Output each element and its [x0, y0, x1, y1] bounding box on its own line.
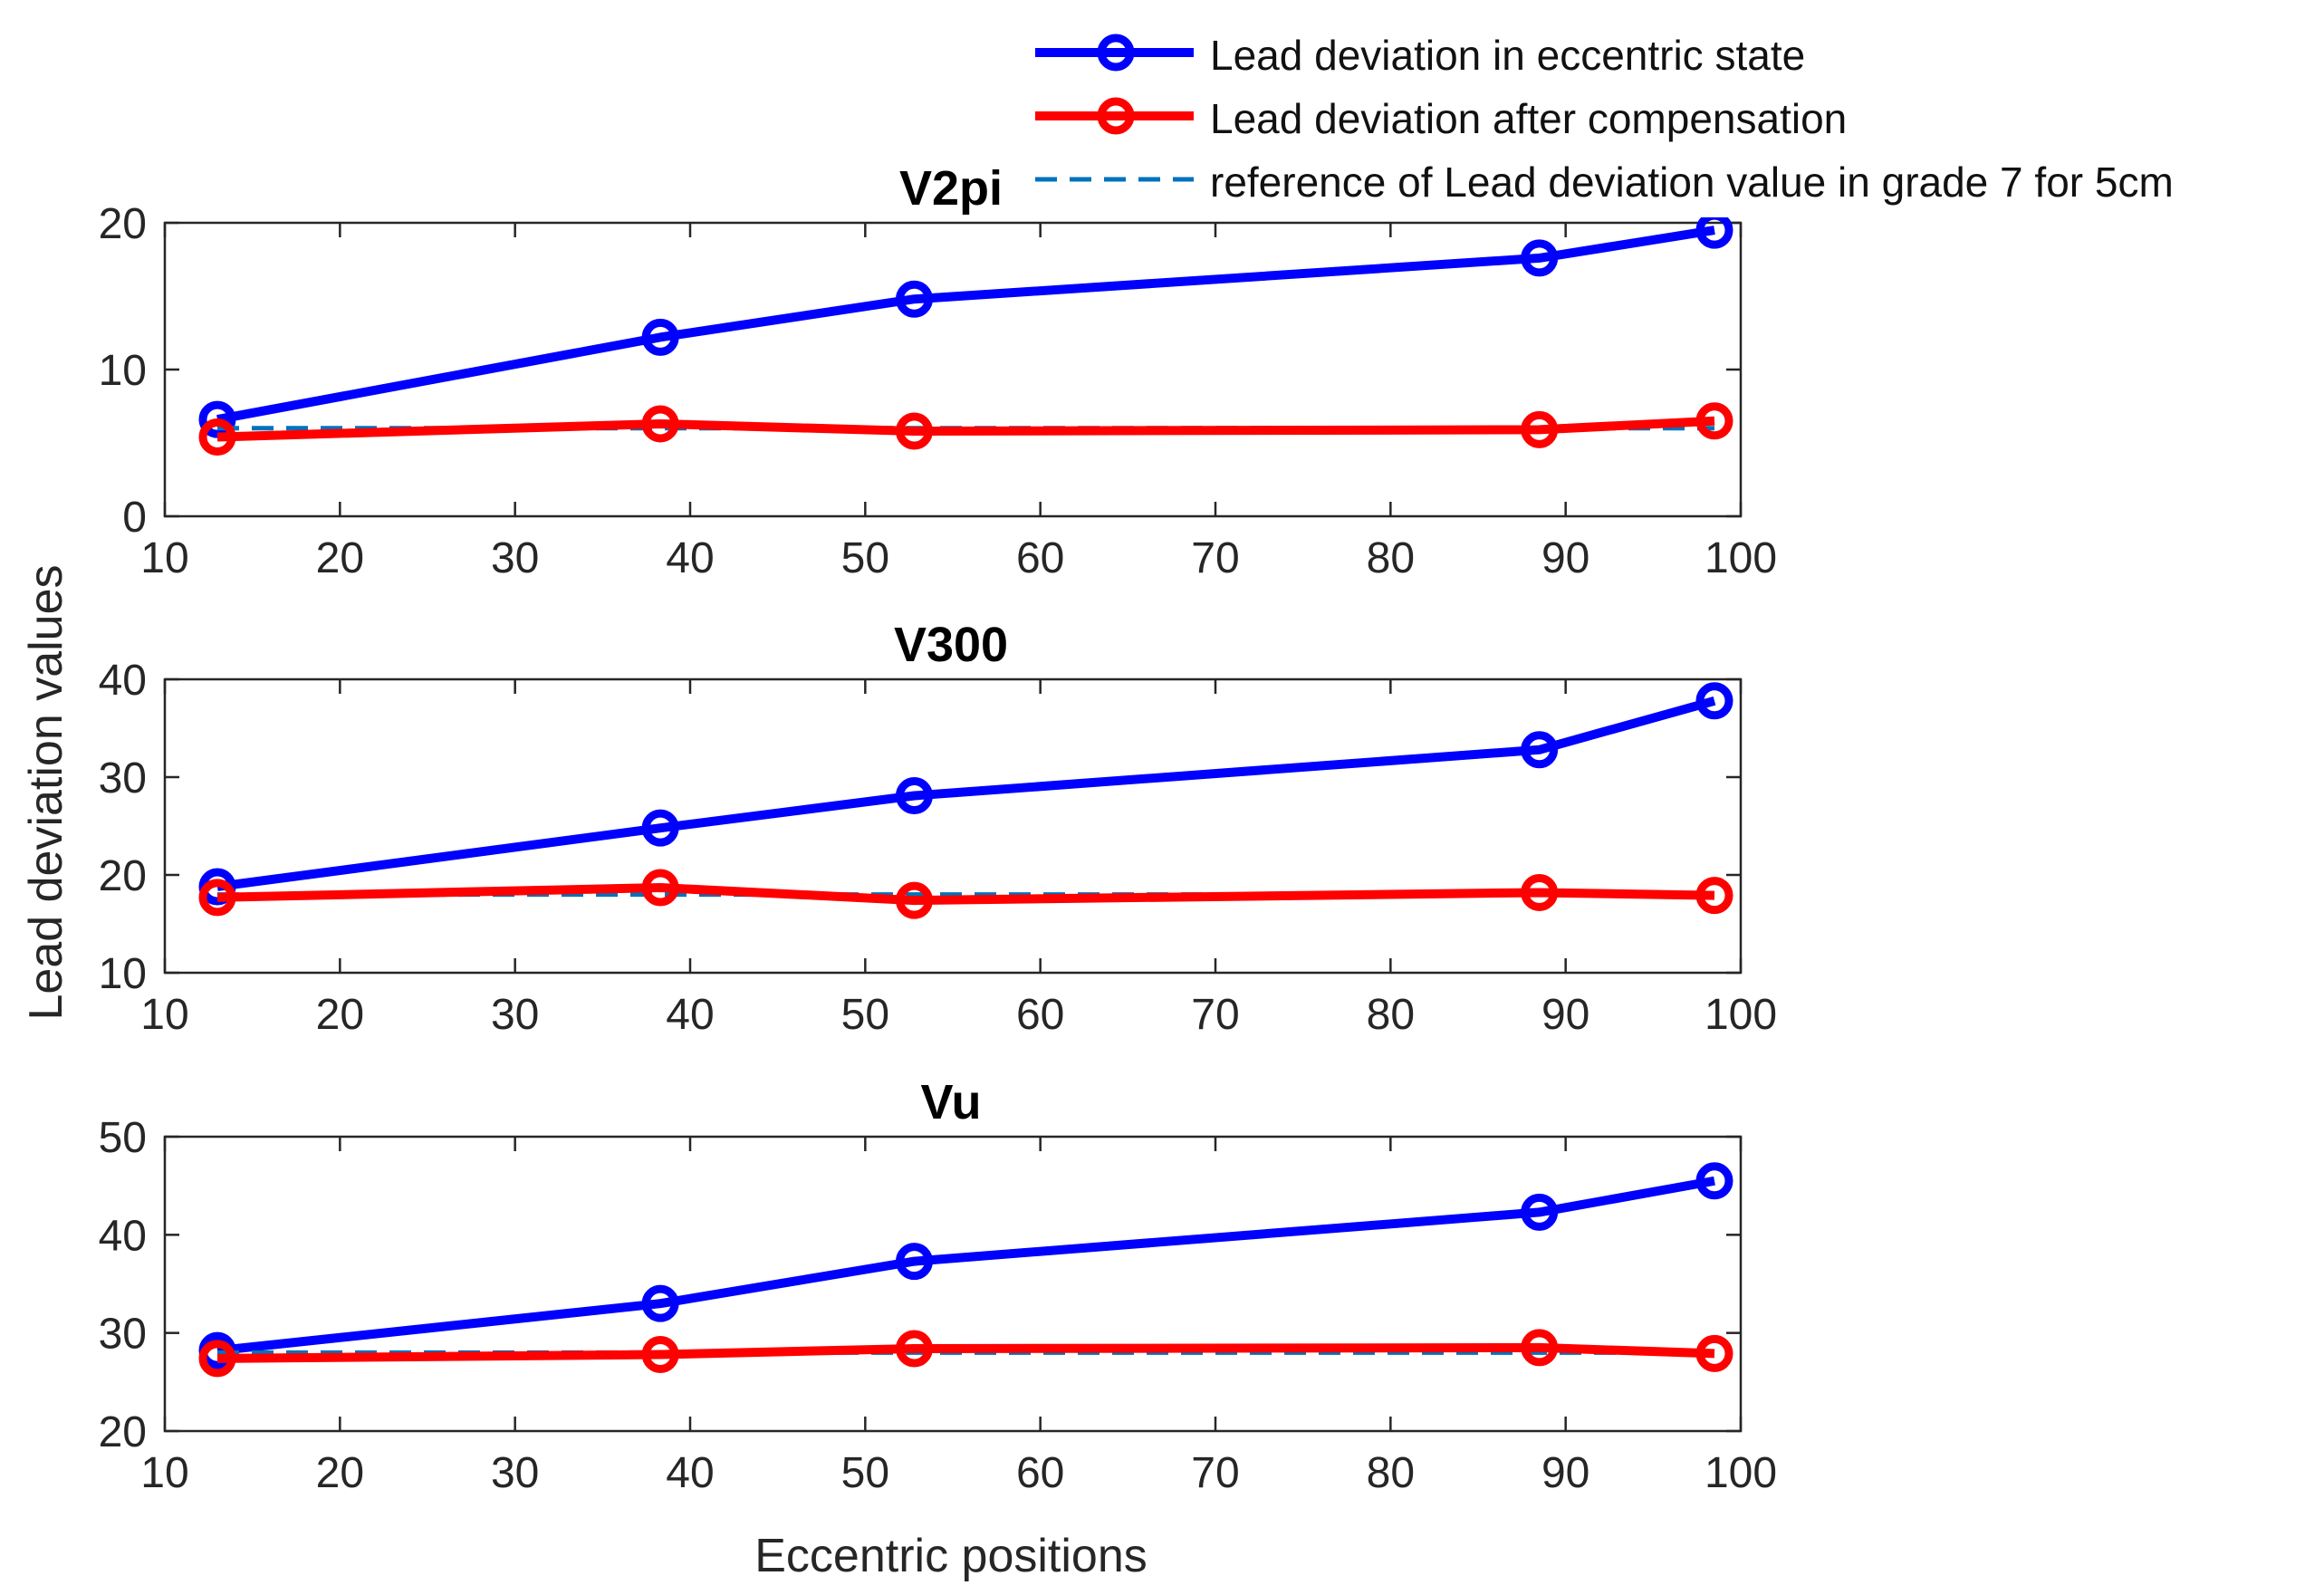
data-point-compensated [198, 418, 236, 456]
legend-entry-compensated: Lead deviation after compensation [1035, 95, 1847, 142]
x-tick-label: 80 [1367, 991, 1415, 1039]
data-point-eccentric [1521, 1193, 1559, 1231]
subplot-title: V300 [894, 618, 1008, 672]
x-tick-label: 70 [1191, 534, 1239, 582]
data-point-compensated [198, 879, 236, 917]
axes-box [163, 221, 1743, 518]
legend-label-eccentric: Lead deviation in eccentric state [1210, 32, 1805, 79]
x-tick-label: 70 [1191, 1449, 1239, 1497]
x-tick-label: 20 [316, 991, 364, 1039]
x-tick-label: 30 [491, 534, 539, 582]
data-point-compensated [641, 405, 679, 443]
data-point-eccentric [641, 1284, 679, 1322]
legend-marker-compensated [1097, 97, 1135, 135]
x-tick-label: 20 [316, 1449, 364, 1497]
x-tick-label: 40 [666, 1449, 714, 1497]
data-point-eccentric [895, 280, 933, 318]
data-point-compensated [895, 412, 933, 450]
y-tick-label: 30 [99, 1311, 147, 1359]
subplot-title: Vu [921, 1075, 982, 1129]
axes-box [163, 677, 1743, 975]
y-tick-label: 0 [122, 494, 147, 542]
data-point-compensated [895, 1330, 933, 1368]
x-axis-label: Eccentric positions [754, 1530, 1148, 1582]
x-tick-label: 10 [140, 1449, 188, 1497]
y-tick-label: 30 [99, 754, 147, 802]
data-point-eccentric [1521, 239, 1559, 277]
x-tick-label: 90 [1541, 1449, 1589, 1497]
legend-marker-eccentric [1097, 34, 1135, 72]
y-axis-label: Lead deviation values [20, 564, 72, 1020]
x-tick-label: 100 [1705, 1449, 1777, 1497]
series-line-compensated [216, 883, 1715, 906]
data-point-compensated [1521, 1329, 1559, 1367]
legend-entry-eccentric: Lead deviation in eccentric state [1035, 32, 1805, 79]
x-tick-label: 50 [841, 991, 889, 1039]
data-point-eccentric [1521, 731, 1559, 769]
y-tick-label: 40 [99, 1212, 147, 1260]
x-tick-label: 100 [1705, 991, 1777, 1039]
x-tick-label: 90 [1541, 534, 1589, 582]
data-point-eccentric [895, 1243, 933, 1281]
x-tick-label: 50 [841, 1449, 889, 1497]
x-tick-label: 60 [1016, 1449, 1064, 1497]
y-tick-label: 20 [99, 1408, 147, 1456]
x-tick-label: 100 [1705, 534, 1777, 582]
legend-entry-reference: reference of Lead deviation value in gra… [1035, 159, 2174, 206]
x-tick-label: 60 [1016, 991, 1064, 1039]
legend: Lead deviation in eccentric state Lead d… [1023, 20, 2319, 217]
series-line-compensated [216, 416, 1715, 442]
data-point-eccentric [1695, 1162, 1733, 1200]
data-point-eccentric [895, 777, 933, 815]
x-tick-label: 20 [316, 534, 364, 582]
x-tick-label: 90 [1541, 991, 1589, 1039]
series-line-eccentric [216, 696, 1716, 891]
series-line-compensated [216, 1342, 1715, 1363]
x-tick-label: 10 [140, 991, 188, 1039]
data-point-compensated [1695, 877, 1733, 915]
data-point-eccentric [641, 809, 679, 847]
x-tick-label: 80 [1367, 534, 1415, 582]
x-tick-label: 40 [666, 534, 714, 582]
data-point-eccentric [641, 318, 679, 356]
x-tick-label: 10 [140, 534, 188, 582]
y-tick-label: 40 [99, 657, 147, 705]
x-tick-label: 60 [1016, 534, 1064, 582]
data-point-compensated [1695, 402, 1733, 440]
series-line-eccentric [216, 1176, 1715, 1356]
subplot-title: V2pi [899, 161, 1003, 216]
y-tick-label: 10 [99, 347, 147, 395]
data-point-compensated [1695, 1334, 1733, 1372]
x-tick-label: 50 [841, 534, 889, 582]
x-tick-label: 40 [666, 991, 714, 1039]
y-tick-label: 10 [99, 950, 147, 998]
data-point-compensated [1521, 873, 1559, 911]
data-point-compensated [641, 869, 679, 907]
data-point-compensated [198, 1340, 236, 1378]
subplot-v300: V300 10 20 30 40 50 60 70 80 90 100 10 20 30 40 [99, 618, 1777, 1039]
y-tick-label: 20 [99, 852, 147, 900]
x-tick-label: 70 [1191, 991, 1239, 1039]
data-point-eccentric [1695, 682, 1733, 720]
legend-background [1023, 20, 2319, 217]
data-point-compensated [895, 881, 933, 919]
x-tick-label: 30 [491, 991, 539, 1039]
x-tick-label: 80 [1367, 1449, 1415, 1497]
data-point-compensated [641, 1336, 679, 1373]
legend-label-reference: reference of Lead deviation value in gra… [1210, 159, 2174, 206]
x-tick-label: 30 [491, 1449, 539, 1497]
y-tick-label: 20 [99, 200, 147, 248]
data-point-compensated [1521, 410, 1559, 448]
series-line-eccentric [216, 226, 1715, 424]
y-tick-label: 50 [99, 1114, 147, 1162]
legend-label-compensated: Lead deviation after compensation [1210, 95, 1847, 142]
axes-box [163, 1135, 1743, 1433]
